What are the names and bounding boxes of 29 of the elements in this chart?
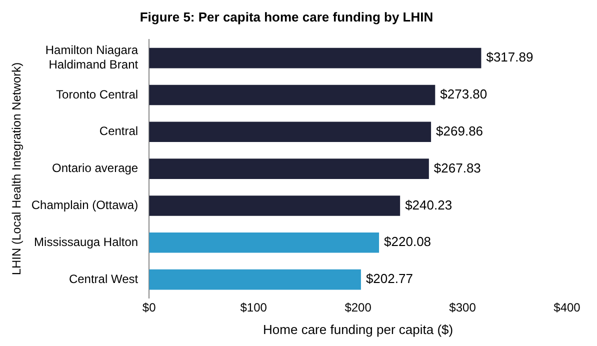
bar	[149, 84, 436, 106]
x-axis-title: Home care funding per capita ($)	[263, 322, 454, 337]
x-tick-label: $100	[240, 300, 268, 315]
y-tick-label: Hamilton Niagara Haldimand Brant	[45, 43, 139, 72]
data-label: $273.80	[440, 86, 488, 102]
y-tick-label: Champlain (Ottawa)	[31, 198, 138, 212]
bar	[149, 48, 482, 68]
bar	[149, 232, 380, 253]
chart-title: Figure 5: Per capita home care funding by LHIN	[140, 9, 434, 24]
data-label: $269.86	[436, 123, 484, 138]
bar	[149, 269, 361, 290]
y-tick-label: Ontario average	[52, 161, 138, 176]
bar	[149, 196, 400, 216]
y-tick-label: Central	[99, 124, 138, 138]
x-tick-label: $400	[554, 300, 581, 315]
y-axis-title: LHIN (Local Health Integration Network)	[10, 62, 24, 276]
x-tick-label: $0	[142, 300, 156, 315]
bar	[149, 122, 432, 142]
data-label: $220.08	[384, 234, 432, 250]
data-label: $202.77	[366, 271, 413, 286]
data-label: $240.23	[405, 197, 452, 212]
bar	[149, 158, 429, 179]
data-label: $317.89	[486, 50, 534, 65]
y-tick-label: Central West	[68, 272, 139, 286]
x-tick-label: $200	[344, 300, 372, 315]
y-tick-label: Mississauga Halton	[34, 234, 138, 249]
x-tick-label: $300	[449, 300, 476, 315]
y-tick-label: Toronto Central	[56, 87, 138, 102]
data-label: $267.83	[434, 160, 481, 176]
